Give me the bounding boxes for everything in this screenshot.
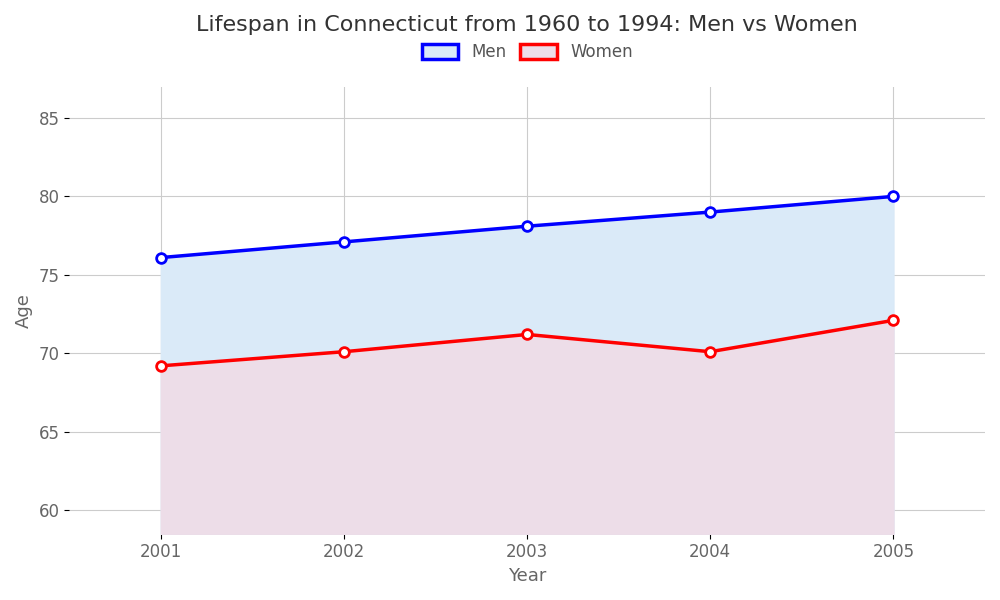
Y-axis label: Age: Age (15, 293, 33, 328)
Title: Lifespan in Connecticut from 1960 to 1994: Men vs Women: Lifespan in Connecticut from 1960 to 199… (196, 15, 858, 35)
X-axis label: Year: Year (508, 567, 546, 585)
Legend: Men, Women: Men, Women (415, 37, 639, 68)
